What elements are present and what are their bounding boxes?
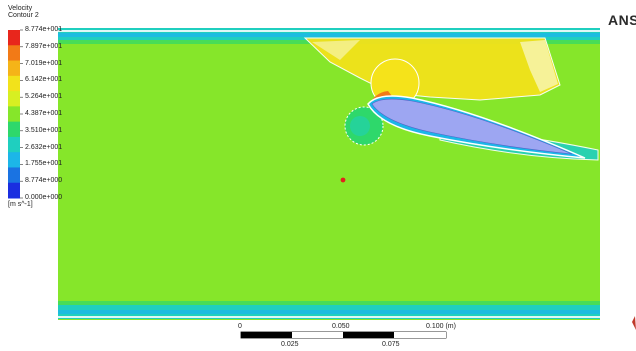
ansys-logo: ANS [608,12,636,28]
legend-title-quantity: Velocity [8,5,33,12]
white-mesh-top-left [312,40,360,60]
legend-level-label: 8.774e+001 [25,26,63,33]
right-edge-mark [632,316,636,330]
length-scale-bar [240,331,447,339]
legend-level-label: 0.000e+000 [25,194,63,201]
legend-color-band [8,167,20,184]
legend-title: Velocity Contour 2 [8,5,39,19]
probe-point-marker [340,177,346,183]
white-mesh-top-right [520,40,558,92]
legend-level-label: 4.387e+001 [25,110,63,117]
legend-color-band [8,75,20,92]
legend-level-label: 7.897e+001 [25,42,63,50]
legend-level-label: 8.774e+000 [25,177,63,185]
legend-color-band [8,106,20,123]
scale-label-0: 0 [238,323,242,330]
scale-bar-segment-3 [343,332,394,338]
legend-unit: [m s^-1] [8,201,33,208]
top-wall-white-edge [58,30,600,32]
legend-level-label: 5.264e+001 [25,93,63,101]
scale-label-0100: 0.100 (m) [426,323,456,330]
legend-color-band [8,121,20,138]
legend-level-label: 7.019e+001 [25,59,63,67]
bottom-wall-green-fade [58,301,600,305]
legend-color-band [8,60,20,77]
scale-bar-segment-2 [292,332,343,338]
scale-label-0050: 0.050 [332,323,350,330]
high-velocity-region [303,37,561,101]
legend-level-label: 2.632e+001 [25,143,63,151]
scale-bar-segment-1 [241,332,292,338]
scale-bar-segment-4 [394,332,446,338]
top-wall-inner-layer [58,33,600,37]
legend-color-band [8,152,20,168]
legend-level-label: 6.142e+001 [25,76,63,84]
scale-label-0025: 0.025 [281,341,299,348]
stagnation-core [350,116,370,136]
legend-color-band [8,91,20,107]
scale-label-0075: 0.075 [382,341,400,348]
legend-color-band [8,45,20,62]
bottom-wall-inner-layer [58,310,600,314]
legend-color-band [8,136,20,153]
legend-level-label: 1.755e+001 [25,160,63,168]
airfoil-body [371,98,573,155]
bottom-wall-white-edge [58,316,600,318]
legend-color-band [8,182,20,199]
legend-title-contour: Contour 2 [8,12,39,19]
legend-colorbar [8,29,23,199]
legend-level-label: 3.510e+001 [25,126,63,134]
legend-color-band [8,30,20,46]
